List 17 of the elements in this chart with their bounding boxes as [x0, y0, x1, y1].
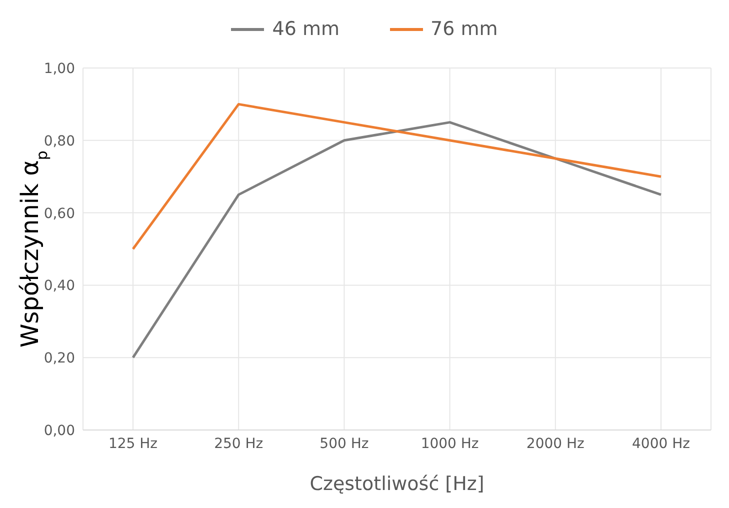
x-tick-label: 1000 Hz — [420, 436, 479, 452]
legend-label: 76 mm — [430, 18, 498, 40]
x-tick-label: 2000 Hz — [526, 436, 584, 452]
y-tick-label: 0,80 — [44, 133, 75, 150]
y-tick-label: 1,00 — [44, 60, 75, 77]
y-tick-label: 0,40 — [44, 278, 75, 294]
x-tick-label: 250 Hz — [214, 436, 264, 452]
y-tick-label: 0,60 — [44, 206, 75, 222]
y-tick-label: 0,00 — [44, 422, 75, 439]
line-series — [132, 121, 662, 359]
x-axis-title: Częstotliwość [Hz] — [310, 473, 484, 495]
y-tick-label: 0,20 — [44, 350, 75, 367]
x-tick-label: 125 Hz — [108, 436, 158, 452]
legend-label: 46 mm — [272, 18, 340, 40]
line-series — [132, 102, 662, 250]
x-tick-label: 4000 Hz — [632, 436, 690, 452]
x-tick-label: 500 Hz — [320, 436, 369, 452]
